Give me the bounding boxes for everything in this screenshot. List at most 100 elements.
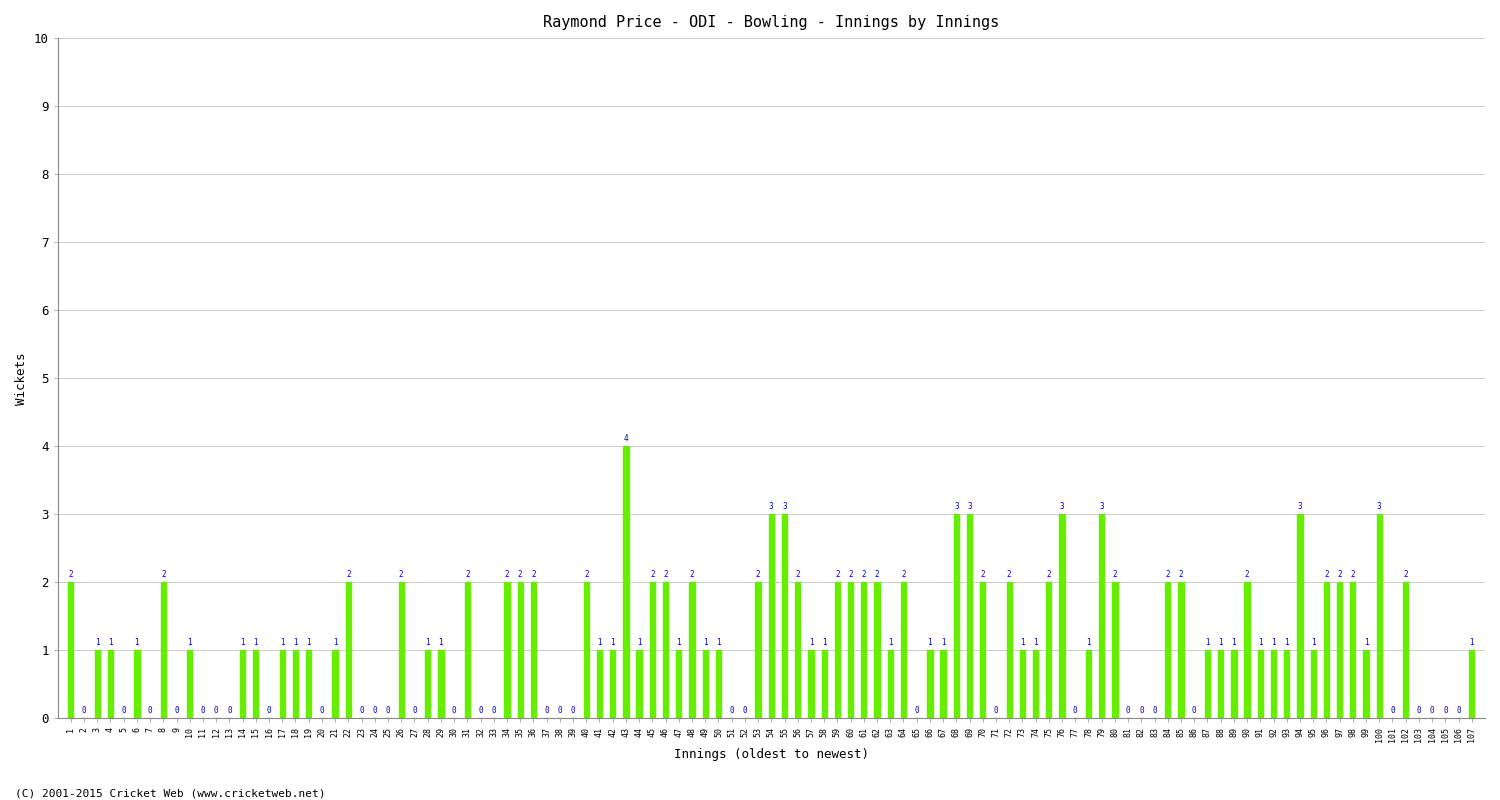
Bar bbox=[1100, 514, 1104, 718]
Bar bbox=[1179, 582, 1184, 718]
Text: 1: 1 bbox=[716, 638, 720, 647]
Text: 1: 1 bbox=[135, 638, 140, 647]
Bar bbox=[279, 650, 285, 718]
Text: 1: 1 bbox=[1086, 638, 1090, 647]
Text: 0: 0 bbox=[372, 706, 376, 715]
Text: 2: 2 bbox=[1324, 570, 1329, 579]
Bar bbox=[345, 582, 351, 718]
Text: 0: 0 bbox=[478, 706, 483, 715]
Text: 2: 2 bbox=[1350, 570, 1354, 579]
Text: 1: 1 bbox=[1204, 638, 1210, 647]
Bar bbox=[795, 582, 801, 718]
Text: 0: 0 bbox=[558, 706, 562, 715]
Bar bbox=[1324, 582, 1329, 718]
Text: 2: 2 bbox=[1338, 570, 1342, 579]
Bar bbox=[650, 582, 656, 718]
Bar bbox=[531, 582, 536, 718]
Text: 3: 3 bbox=[1298, 502, 1302, 511]
Bar bbox=[94, 650, 100, 718]
Bar bbox=[1257, 650, 1263, 718]
Bar bbox=[292, 650, 298, 718]
Bar bbox=[1204, 650, 1210, 718]
Bar bbox=[1232, 650, 1236, 718]
Text: 2: 2 bbox=[1007, 570, 1011, 579]
Bar bbox=[518, 582, 524, 718]
Text: 1: 1 bbox=[1232, 638, 1236, 647]
Text: 1: 1 bbox=[704, 638, 708, 647]
Text: (C) 2001-2015 Cricket Web (www.cricketweb.net): (C) 2001-2015 Cricket Web (www.cricketwe… bbox=[15, 788, 326, 798]
Bar bbox=[1113, 582, 1118, 718]
Bar bbox=[676, 650, 681, 718]
Bar bbox=[1245, 582, 1250, 718]
Bar bbox=[690, 582, 694, 718]
Text: 1: 1 bbox=[1034, 638, 1038, 647]
Text: 0: 0 bbox=[201, 706, 206, 715]
Text: 2: 2 bbox=[981, 570, 986, 579]
Bar bbox=[424, 650, 430, 718]
Text: 0: 0 bbox=[226, 706, 231, 715]
Text: 1: 1 bbox=[254, 638, 258, 647]
Bar bbox=[954, 514, 958, 718]
Text: 0: 0 bbox=[267, 706, 272, 715]
Text: 0: 0 bbox=[570, 706, 576, 715]
Bar bbox=[808, 650, 813, 718]
Bar bbox=[108, 650, 112, 718]
Text: 1: 1 bbox=[1218, 638, 1222, 647]
Bar bbox=[636, 650, 642, 718]
Text: 1: 1 bbox=[638, 638, 642, 647]
Bar bbox=[716, 650, 722, 718]
Bar bbox=[861, 582, 867, 718]
Bar bbox=[1046, 582, 1052, 718]
Bar bbox=[980, 582, 986, 718]
Bar bbox=[240, 650, 246, 718]
Text: 1: 1 bbox=[1258, 638, 1263, 647]
Text: 1: 1 bbox=[676, 638, 681, 647]
Text: 0: 0 bbox=[148, 706, 153, 715]
Text: 2: 2 bbox=[465, 570, 470, 579]
Bar bbox=[504, 582, 510, 718]
Bar bbox=[1284, 650, 1290, 718]
Bar bbox=[438, 650, 444, 718]
Text: 2: 2 bbox=[861, 570, 865, 579]
Text: 2: 2 bbox=[650, 570, 654, 579]
Text: 2: 2 bbox=[902, 570, 906, 579]
Text: 0: 0 bbox=[993, 706, 999, 715]
Text: 0: 0 bbox=[320, 706, 324, 715]
Bar bbox=[1336, 582, 1342, 718]
Bar bbox=[968, 514, 972, 718]
Bar bbox=[834, 582, 840, 718]
Text: 2: 2 bbox=[836, 570, 840, 579]
Text: 2: 2 bbox=[1113, 570, 1118, 579]
Bar bbox=[756, 582, 760, 718]
Title: Raymond Price - ODI - Bowling - Innings by Innings: Raymond Price - ODI - Bowling - Innings … bbox=[543, 15, 999, 30]
Text: 0: 0 bbox=[1072, 706, 1077, 715]
Bar bbox=[134, 650, 140, 718]
Bar bbox=[306, 650, 312, 718]
Text: 1: 1 bbox=[927, 638, 932, 647]
Text: 0: 0 bbox=[1152, 706, 1156, 715]
Text: 2: 2 bbox=[1245, 570, 1250, 579]
Text: 1: 1 bbox=[94, 638, 99, 647]
Text: 1: 1 bbox=[188, 638, 192, 647]
Bar bbox=[333, 650, 338, 718]
Bar bbox=[1218, 650, 1224, 718]
Bar bbox=[940, 650, 946, 718]
Bar bbox=[160, 582, 166, 718]
Text: 2: 2 bbox=[874, 570, 879, 579]
Text: 0: 0 bbox=[360, 706, 364, 715]
Bar bbox=[1350, 582, 1356, 718]
Text: 1: 1 bbox=[1284, 638, 1288, 647]
Text: 1: 1 bbox=[306, 638, 310, 647]
Text: 2: 2 bbox=[160, 570, 165, 579]
Bar bbox=[1311, 650, 1316, 718]
Text: 2: 2 bbox=[1179, 570, 1184, 579]
Text: 1: 1 bbox=[888, 638, 892, 647]
Text: 2: 2 bbox=[504, 570, 510, 579]
Text: 0: 0 bbox=[386, 706, 390, 715]
Text: 1: 1 bbox=[1470, 638, 1474, 647]
Bar bbox=[1402, 582, 1408, 718]
Bar bbox=[1468, 650, 1474, 718]
Text: 2: 2 bbox=[1404, 570, 1408, 579]
Text: 0: 0 bbox=[1456, 706, 1461, 715]
Text: 3: 3 bbox=[968, 502, 972, 511]
